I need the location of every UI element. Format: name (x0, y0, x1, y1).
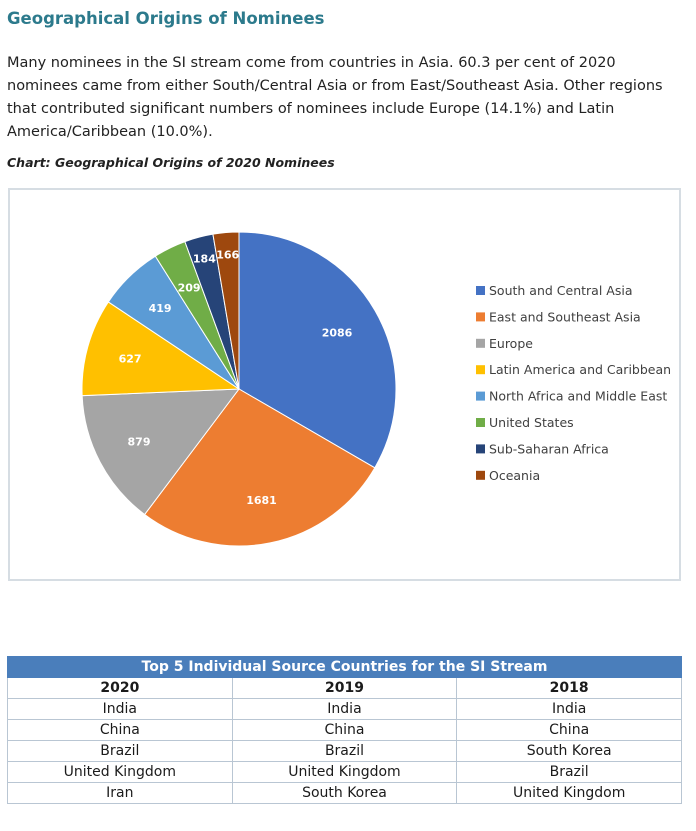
legend-label: Sub-Saharan Africa (489, 441, 609, 456)
legend-label: South and Central Asia (489, 283, 632, 298)
table-cell: Brazil (7, 740, 233, 762)
table-row: United Kingdom United Kingdom Brazil (7, 761, 682, 783)
table-cell: Brazil (456, 761, 682, 783)
legend-swatch (476, 470, 485, 480)
table-row: China China China (7, 719, 682, 741)
table-cell: India (7, 698, 233, 720)
legend-label: Europe (489, 336, 533, 351)
legend-swatch (476, 444, 485, 454)
column-header-2020: 2020 (7, 677, 233, 699)
legend-label: Oceania (489, 468, 540, 483)
legend-item-europe: Europe (476, 336, 533, 351)
legend-label: East and Southeast Asia (489, 309, 641, 324)
legend-swatch (476, 391, 485, 401)
table-cell: India (231, 698, 458, 720)
chart-caption: Chart: Geographical Origins of 2020 Nomi… (7, 155, 335, 170)
legend-swatch (476, 286, 485, 295)
pie-slice-latin-america-and-caribbean (81, 301, 241, 397)
pie-slice-europe (81, 388, 241, 516)
chart-legend: South and Central Asia East and Southeast… (476, 283, 671, 483)
table-cell: South Korea (456, 740, 682, 762)
legend-swatch (476, 338, 485, 348)
table-row: Brazil Brazil South Korea (7, 740, 682, 762)
table-cell: China (231, 719, 458, 741)
pie-data-label-south-and-central-asia: 2086 (322, 327, 353, 340)
table-title: Top 5 Individual Source Countries for th… (7, 656, 682, 678)
pie-chart: 2086 1681 879 627 419 209 184 166 South and Cen… (81, 231, 671, 547)
legend-swatch (476, 312, 485, 322)
pie-slices (81, 231, 397, 547)
table-cell: South Korea (231, 782, 458, 804)
chart-frame: 2086 1681 879 627 419 209 184 166 South and Cen… (8, 188, 681, 581)
pie-data-labels: 2086 1681 879 627 419 209 184 166 (119, 248, 353, 506)
table-cell: India (456, 698, 682, 720)
table-row: India India India (7, 698, 682, 720)
pie-slice-south-and-central-asia (238, 231, 397, 469)
legend-item-united-states: United States (476, 415, 574, 430)
source-countries-table: Top 5 Individual Source Countries for th… (7, 656, 682, 804)
table-title-row: Top 5 Individual Source Countries for th… (7, 656, 682, 678)
table-cell: United Kingdom (7, 761, 233, 783)
column-header-2018: 2018 (456, 677, 682, 699)
pie-data-label-oceania: 166 (216, 248, 239, 261)
legend-item-oceania: Oceania (476, 468, 540, 483)
table-cell: United Kingdom (456, 782, 682, 804)
legend-swatch (476, 365, 485, 375)
source-countries-table-wrap: Top 5 Individual Source Countries for th… (7, 656, 682, 804)
legend-item-north-africa-and-middle-east: North Africa and Middle East (476, 389, 667, 404)
pie-data-label-latin-america-and-caribbean: 627 (119, 353, 142, 366)
table-cell: China (456, 719, 682, 741)
legend-label: Latin America and Caribbean (489, 362, 671, 377)
section-heading: Geographical Origins of Nominees (7, 9, 325, 28)
table-cell: China (7, 719, 233, 741)
table-cell: Brazil (231, 740, 458, 762)
legend-item-latin-america-and-caribbean: Latin America and Caribbean (476, 362, 671, 377)
pie-data-label-north-africa-and-middle-east: 419 (149, 302, 172, 315)
legend-swatch (476, 418, 485, 427)
pie-data-label-europe: 879 (128, 436, 151, 449)
table-row: Iran South Korea United Kingdom (7, 782, 682, 804)
pie-data-label-sub-saharan-africa: 184 (193, 253, 216, 266)
legend-item-south-and-central-asia: South and Central Asia (476, 283, 632, 298)
pie-data-label-east-and-southeast-asia: 1681 (246, 494, 277, 507)
pie-data-label-united-states: 209 (178, 282, 201, 295)
legend-item-sub-saharan-africa: Sub-Saharan Africa (476, 441, 609, 456)
pie-slice-east-and-southeast-asia (143, 388, 376, 547)
table-header-row: 2020 2019 2018 (7, 677, 682, 699)
column-header-2019: 2019 (231, 677, 458, 699)
table-cell: Iran (7, 782, 233, 804)
intro-paragraph: Many nominees in the SI stream come from… (7, 55, 663, 140)
legend-item-east-and-southeast-asia: East and Southeast Asia (476, 309, 641, 324)
legend-label: United States (489, 415, 574, 430)
legend-label: North Africa and Middle East (489, 389, 667, 404)
table-cell: United Kingdom (231, 761, 458, 783)
pie-slice-oceania (212, 231, 240, 390)
